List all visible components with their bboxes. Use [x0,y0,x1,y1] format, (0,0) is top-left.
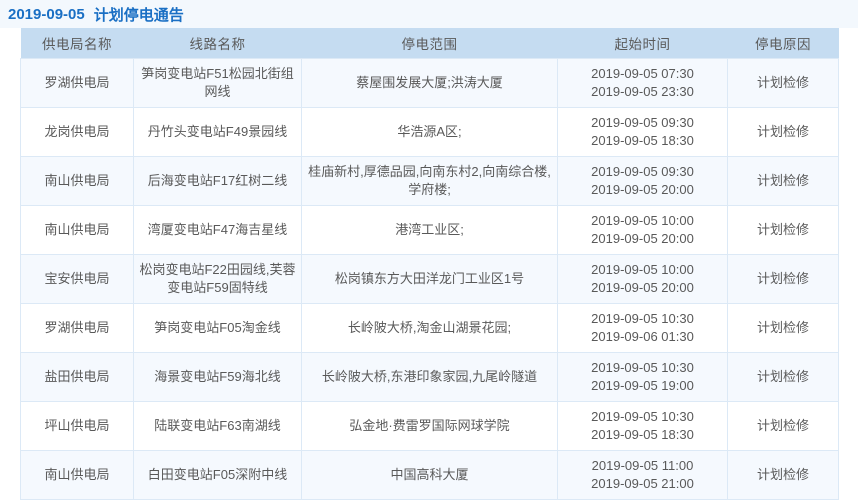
cell-time: 2019-09-05 07:30 2019-09-05 23:30 [557,58,728,108]
cell-time: 2019-09-05 09:30 2019-09-05 20:00 [557,156,728,206]
cell-line: 笋岗变电站F51松园北街组网线 [133,58,302,108]
table-row: 罗湖供电局 笋岗变电站F05淘金线 长岭陂大桥,淘金山湖景花园; 2019-09-05… [20,303,839,353]
cell-bureau: 龙岗供电局 [20,107,134,157]
page-title-bar: 2019-09-05 计划停电通告 [0,0,858,28]
cell-line: 松岗变电站F22田园线,芙蓉变电站F59固特线 [133,254,302,304]
cell-range: 长岭陂大桥,东港印象家园,九尾岭隧道 [301,352,558,402]
outage-end-time: 2019-09-05 21:00 [591,476,694,491]
cell-line: 白田变电站F05深附中线 [133,450,302,500]
outage-end-time: 2019-09-05 20:00 [591,231,694,246]
cell-line: 后海变电站F17红树二线 [133,156,302,206]
cell-time: 2019-09-05 10:30 2019-09-05 18:30 [557,401,728,451]
cell-time: 2019-09-05 10:30 2019-09-06 01:30 [557,303,728,353]
table-row: 坪山供电局 陆联变电站F63南湖线 弘金地·费雷罗国际网球学院 2019-09-05 … [20,401,839,451]
cell-range: 长岭陂大桥,淘金山湖景花园; [301,303,558,353]
column-header-line: 线路名称 [133,28,302,59]
cell-reason: 计划检修 [727,450,839,500]
cell-time: 2019-09-05 11:00 2019-09-05 21:00 [557,450,728,500]
cell-line: 陆联变电站F63南湖线 [133,401,302,451]
cell-reason: 计划检修 [727,254,839,304]
cell-reason: 计划检修 [727,107,839,157]
table-row: 罗湖供电局 笋岗变电站F51松园北街组网线 蔡屋围发展大厦;洪涛大厦 2019-09-… [20,58,839,108]
outage-table: 供电局名称 线路名称 停电范围 起始时间 停电原因 罗湖供电局 笋岗变电站F51松… [20,28,839,500]
table-row: 龙岗供电局 丹竹头变电站F49景园线 华浩源A区; 2019-09-05 09:30 2… [20,107,839,157]
cell-bureau: 罗湖供电局 [20,303,134,353]
table-header: 供电局名称 线路名称 停电范围 起始时间 停电原因 [20,28,839,59]
column-header-bureau: 供电局名称 [20,28,134,59]
cell-range: 华浩源A区; [301,107,558,157]
cell-line: 海景变电站F59海北线 [133,352,302,402]
outage-end-time: 2019-09-05 20:00 [591,280,694,295]
cell-reason: 计划检修 [727,156,839,206]
outage-end-time: 2019-09-05 18:30 [591,427,694,442]
outage-table-container: 供电局名称 线路名称 停电范围 起始时间 停电原因 罗湖供电局 笋岗变电站F51松… [0,28,858,500]
table-row: 盐田供电局 海景变电站F59海北线 长岭陂大桥,东港印象家园,九尾岭隧道 2019-0… [20,352,839,402]
cell-reason: 计划检修 [727,58,839,108]
cell-reason: 计划检修 [727,303,839,353]
outage-end-time: 2019-09-05 18:30 [591,133,694,148]
outage-start-time: 2019-09-05 10:30 [591,360,694,375]
column-header-start-time: 起始时间 [557,28,728,59]
cell-line: 笋岗变电站F05淘金线 [133,303,302,353]
outage-end-time: 2019-09-06 01:30 [591,329,694,344]
table-row: 宝安供电局 松岗变电站F22田园线,芙蓉变电站F59固特线 松岗镇东方大田洋龙门工业… [20,254,839,304]
outage-start-time: 2019-09-05 07:30 [591,66,694,81]
outage-start-time: 2019-09-05 09:30 [591,164,694,179]
cell-time: 2019-09-05 10:00 2019-09-05 20:00 [557,205,728,255]
outage-end-time: 2019-09-05 23:30 [591,84,694,99]
table-row: 南山供电局 湾厦变电站F47海吉星线 港湾工业区; 2019-09-05 10:00 2… [20,205,839,255]
cell-range: 桂庙新村,厚德品园,向南东村2,向南综合楼,学府楼; [301,156,558,206]
notice-date: 2019-09-05 [8,5,85,23]
cell-range: 弘金地·费雷罗国际网球学院 [301,401,558,451]
cell-reason: 计划检修 [727,352,839,402]
outage-start-time: 2019-09-05 10:30 [591,311,694,326]
cell-bureau: 宝安供电局 [20,254,134,304]
table-row: 南山供电局 后海变电站F17红树二线 桂庙新村,厚德品园,向南东村2,向南综合楼,学… [20,156,839,206]
page-title: 计划停电通告 [93,6,184,24]
cell-line: 丹竹头变电站F49景园线 [133,107,302,157]
cell-bureau: 盐田供电局 [20,352,134,402]
cell-line: 湾厦变电站F47海吉星线 [133,205,302,255]
outage-start-time: 2019-09-05 10:00 [591,262,694,277]
cell-bureau: 南山供电局 [20,205,134,255]
outage-start-time: 2019-09-05 10:30 [591,409,694,424]
cell-bureau: 坪山供电局 [20,401,134,451]
outage-start-time: 2019-09-05 11:00 [591,458,694,473]
outage-end-time: 2019-09-05 20:00 [591,182,694,197]
cell-time: 2019-09-05 09:30 2019-09-05 18:30 [557,107,728,157]
cell-reason: 计划检修 [727,401,839,451]
column-header-range: 停电范围 [301,28,558,59]
cell-time: 2019-09-05 10:00 2019-09-05 20:00 [557,254,728,304]
cell-range: 蔡屋围发展大厦;洪涛大厦 [301,58,558,108]
table-row: 南山供电局 白田变电站F05深附中线 中国高科大厦 2019-09-05 11:00 2… [20,450,839,500]
table-body: 罗湖供电局 笋岗变电站F51松园北街组网线 蔡屋围发展大厦;洪涛大厦 2019-09-… [20,58,839,500]
cell-time: 2019-09-05 10:30 2019-09-05 19:00 [557,352,728,402]
cell-range: 港湾工业区; [301,205,558,255]
cell-bureau: 罗湖供电局 [20,58,134,108]
outage-start-time: 2019-09-05 09:30 [591,115,694,130]
outage-start-time: 2019-09-05 10:00 [591,213,694,228]
cell-range: 中国高科大厦 [301,450,558,500]
table-header-row: 供电局名称 线路名称 停电范围 起始时间 停电原因 [20,28,839,59]
cell-reason: 计划检修 [727,205,839,255]
outage-end-time: 2019-09-05 19:00 [591,378,694,393]
cell-bureau: 南山供电局 [20,450,134,500]
cell-bureau: 南山供电局 [20,156,134,206]
cell-range: 松岗镇东方大田洋龙门工业区1号 [301,254,558,304]
column-header-reason: 停电原因 [727,28,839,59]
